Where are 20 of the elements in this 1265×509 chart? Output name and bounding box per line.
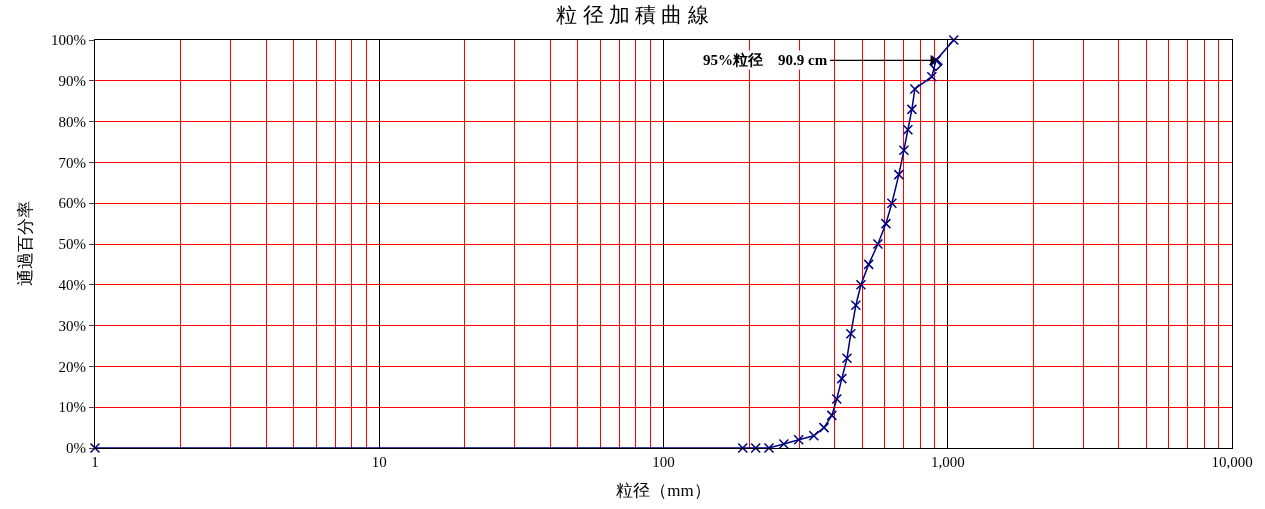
y-tick-label: 80%	[58, 113, 86, 130]
y-tick-label: 70%	[58, 154, 86, 171]
x-tick-label: 1,000	[930, 454, 965, 470]
x-tick-label: 1	[91, 454, 99, 470]
chart-title: 粒 径 加 積 曲 線	[556, 3, 709, 28]
y-tick-label: 100%	[51, 32, 86, 49]
y-tick-label: 60%	[58, 195, 86, 212]
y-tick-label: 0%	[66, 440, 86, 457]
x-tick-label: 10	[371, 454, 387, 470]
y-tick-label: 20%	[58, 358, 86, 375]
x-axis-title: 粒径（mm）	[616, 481, 711, 501]
x-tick-label: 10,000	[1211, 454, 1253, 470]
y-axis-title: 通過百分率	[15, 201, 35, 287]
y-tick-label: 30%	[58, 317, 86, 334]
y-tick-label: 10%	[58, 399, 86, 416]
y-tick-label: 90%	[58, 73, 86, 90]
y-tick-label: 50%	[58, 236, 86, 253]
y-tick-label: 40%	[58, 277, 86, 294]
annotation: 95%粒径 90.9 cm	[703, 52, 828, 68]
x-tick-label: 100	[652, 454, 675, 470]
